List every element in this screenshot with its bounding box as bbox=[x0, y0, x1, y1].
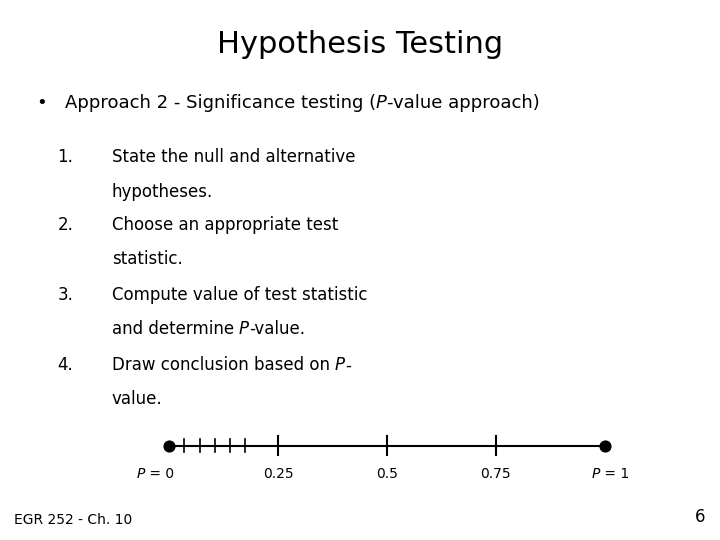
Text: P: P bbox=[335, 356, 345, 374]
Text: Hypothesis Testing: Hypothesis Testing bbox=[217, 30, 503, 59]
Text: P: P bbox=[239, 320, 249, 338]
Text: 6: 6 bbox=[695, 509, 706, 526]
Text: P: P bbox=[592, 467, 600, 481]
Text: -value approach): -value approach) bbox=[387, 94, 539, 112]
Text: Choose an appropriate test: Choose an appropriate test bbox=[112, 216, 338, 234]
Text: P: P bbox=[137, 467, 145, 481]
Text: statistic.: statistic. bbox=[112, 250, 182, 268]
Text: 0.5: 0.5 bbox=[376, 467, 398, 481]
Text: Compute value of test statistic: Compute value of test statistic bbox=[112, 286, 367, 304]
Text: State the null and alternative: State the null and alternative bbox=[112, 148, 355, 166]
Text: Approach 2 - Significance testing (: Approach 2 - Significance testing ( bbox=[65, 94, 376, 112]
Text: = 0: = 0 bbox=[145, 467, 174, 481]
Text: -value.: -value. bbox=[249, 320, 305, 338]
Text: hypotheses.: hypotheses. bbox=[112, 183, 213, 200]
Text: 1.: 1. bbox=[58, 148, 73, 166]
Text: = 1: = 1 bbox=[600, 467, 629, 481]
Text: 4.: 4. bbox=[58, 356, 73, 374]
Text: 2.: 2. bbox=[58, 216, 73, 234]
Text: •: • bbox=[36, 94, 47, 112]
Text: and determine: and determine bbox=[112, 320, 239, 338]
Point bbox=[163, 441, 175, 450]
Text: EGR 252 - Ch. 10: EGR 252 - Ch. 10 bbox=[14, 512, 132, 526]
Text: Draw conclusion based on: Draw conclusion based on bbox=[112, 356, 335, 374]
Text: P: P bbox=[376, 94, 387, 112]
Text: 0.75: 0.75 bbox=[480, 467, 511, 481]
Text: -: - bbox=[345, 356, 351, 374]
Text: 3.: 3. bbox=[58, 286, 73, 304]
Point bbox=[599, 441, 611, 450]
Text: 0.25: 0.25 bbox=[263, 467, 294, 481]
Text: value.: value. bbox=[112, 390, 162, 408]
